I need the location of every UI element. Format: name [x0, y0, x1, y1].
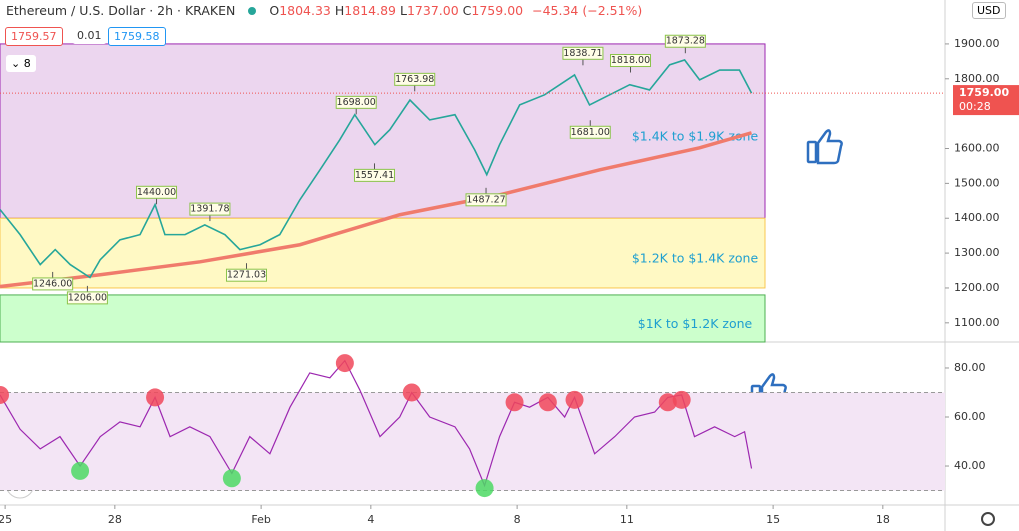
annotation-box — [394, 72, 436, 86]
signal-dot — [505, 393, 524, 412]
ohlc: O1804.33 H1814.89 L1737.00 C1759.00 — [269, 3, 527, 18]
symbol: Ethereum / U.S. Dollar · 2h · KRAKEN — [6, 3, 236, 18]
zone — [0, 217, 766, 289]
zone — [0, 43, 766, 219]
zone-label: $1K to $1.2K zone — [638, 316, 753, 331]
annotation-label: 1838.71 — [563, 48, 602, 59]
y-tick-label: 1900.00 — [954, 37, 1000, 50]
change: −45.34 (−2.51%) — [532, 3, 643, 18]
bid[interactable]: 1759.57 — [5, 27, 63, 46]
annotation-box — [66, 291, 108, 305]
x-tick-label: 18 — [876, 513, 890, 526]
ohlc-value: 1804.33 — [279, 3, 331, 18]
y-tick-label: 1600.00 — [954, 142, 1000, 155]
annotation-label: 1873.28 — [666, 36, 705, 47]
x-tick-label: Feb — [251, 513, 270, 526]
y-tick-label: 1800.00 — [954, 72, 1000, 85]
ohlc-key: C — [462, 3, 472, 18]
annotation-label: 1557.41 — [355, 170, 394, 181]
rsi-line — [0, 359, 753, 488]
signal-dot — [475, 479, 494, 498]
last-price-label: 1759.00 — [959, 86, 1009, 99]
annotation-box — [189, 202, 231, 216]
ask[interactable]: 1759.58 — [108, 27, 166, 46]
annotation-box — [353, 168, 395, 182]
ohlc-value: 1814.89 — [344, 3, 396, 18]
settings-gear[interactable] — [981, 512, 995, 526]
signal-dot — [538, 393, 557, 412]
rsi-band — [0, 392, 945, 491]
interval[interactable]: ⌄ 8 — [6, 55, 36, 72]
signal-dot — [658, 393, 677, 412]
ohlc-value: 1759.00 — [471, 3, 524, 18]
x-tick-label: 15 — [766, 513, 780, 526]
y-tick-label: 80.00 — [954, 361, 986, 374]
signal-dot — [565, 390, 584, 409]
annotation-label: 1681.00 — [571, 127, 610, 138]
x-tick-label: 8 — [514, 513, 521, 526]
zone-label: $1.2K to $1.4K zone — [632, 251, 759, 266]
spread: 0.01 — [72, 27, 107, 44]
annotation-box — [609, 54, 651, 68]
last-price-box — [953, 85, 1019, 116]
x-tick-label: 28 — [108, 513, 122, 526]
annotation-box — [136, 185, 178, 199]
header: Ethereum / U.S. Dollar · 2h · KRAKEN O18… — [6, 3, 646, 18]
signal-dot — [335, 354, 354, 373]
signal-dot — [672, 390, 691, 409]
zone — [0, 294, 766, 343]
thumbs-up-icon — [806, 129, 843, 165]
y-tick-label: 1400.00 — [954, 211, 1000, 224]
annotation-box — [562, 46, 604, 60]
countdown: 00:28 — [959, 100, 991, 113]
x-tick-label: 25 — [0, 513, 12, 526]
annotation-box — [32, 277, 74, 291]
y-tick-label: 1100.00 — [954, 316, 1000, 329]
currency[interactable]: USD — [972, 2, 1006, 19]
y-tick-label: 1300.00 — [954, 246, 1000, 259]
annotation-box — [664, 34, 706, 48]
ohlc-key: L — [400, 3, 407, 18]
annotation-label: 1246.00 — [33, 278, 72, 289]
annotation-label: 1391.78 — [190, 204, 229, 215]
interval-value: 8 — [23, 57, 31, 70]
y-tick-label: 1500.00 — [954, 176, 1000, 189]
y-tick-label: 1200.00 — [954, 281, 1000, 294]
status-dot — [248, 6, 257, 15]
x-tick-label: 4 — [367, 513, 374, 526]
signal-dot — [402, 383, 421, 402]
annotation-label: 1206.00 — [68, 292, 107, 303]
annotation-box — [569, 125, 611, 139]
y-tick-label: 60.00 — [954, 410, 986, 423]
annotation-label: 1818.00 — [611, 55, 650, 66]
signal-dot — [222, 469, 241, 488]
annotation-box — [335, 95, 377, 109]
signal-dot — [146, 388, 165, 407]
signal-dot — [0, 385, 9, 404]
annotation-box — [225, 268, 267, 282]
annotation-box — [465, 193, 507, 207]
price-line — [0, 59, 753, 279]
signal-dot — [71, 461, 90, 480]
annotation-label: 1487.27 — [466, 194, 505, 205]
annotation-label: 1698.00 — [337, 97, 376, 108]
moving-average — [0, 131, 753, 289]
ohlc-value: 1737.00 — [406, 3, 459, 18]
annotation-label: 1440.00 — [137, 187, 176, 198]
ohlc-key: O — [269, 3, 280, 18]
x-tick-label: 11 — [620, 513, 634, 526]
annotation-label: 1763.98 — [395, 74, 434, 85]
ohlc-key: H — [334, 3, 345, 18]
y-tick-label: 40.00 — [954, 459, 986, 472]
annotation-label: 1271.03 — [227, 270, 266, 281]
